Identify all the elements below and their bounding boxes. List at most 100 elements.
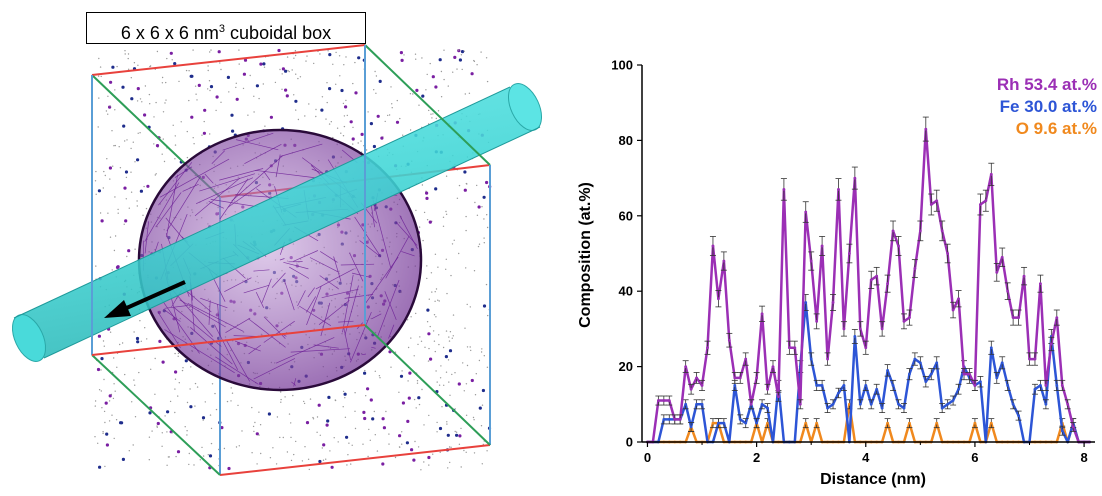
atom-dot — [415, 59, 416, 60]
atom-dot — [99, 389, 100, 390]
atom-dot — [260, 453, 261, 454]
atom-dot — [315, 116, 316, 117]
atom-dot — [476, 373, 477, 374]
atom-dot — [230, 114, 233, 117]
atom-dot — [385, 411, 386, 412]
atom-dot — [189, 453, 190, 454]
atom-dot — [126, 177, 127, 178]
atom-dot — [209, 80, 210, 81]
atom-dot — [95, 265, 96, 266]
atom-dot — [162, 77, 163, 78]
atom-dot — [344, 393, 347, 396]
atom-dot — [116, 66, 117, 67]
atom-dot — [128, 53, 129, 54]
atom-dot — [215, 110, 216, 111]
atom-dot — [347, 115, 348, 116]
atom-dot — [418, 105, 419, 106]
data-point — [1072, 426, 1075, 429]
atom-dot — [373, 89, 374, 90]
atom-dot — [487, 227, 488, 228]
atom-dot — [111, 130, 112, 131]
data-point — [755, 422, 758, 425]
atom-dot — [235, 87, 236, 88]
atom-dot — [143, 186, 144, 187]
data-point — [870, 403, 873, 406]
atom-dot — [465, 267, 466, 268]
atom-dot — [236, 446, 237, 447]
atom-dot — [465, 230, 466, 231]
atom-dot — [364, 370, 365, 371]
atom-dot — [381, 462, 384, 465]
atom-dot — [259, 63, 262, 66]
data-point — [777, 395, 780, 398]
atom-dot — [166, 465, 167, 466]
data-point — [684, 365, 687, 368]
y-tick-label: 80 — [619, 133, 633, 148]
atom-dot — [460, 428, 461, 429]
atom-dot — [397, 100, 398, 101]
data-point — [1034, 388, 1037, 391]
atom-dot — [309, 469, 310, 470]
atom-dot — [177, 395, 178, 396]
atom-dot — [363, 417, 366, 420]
atom-dot — [119, 344, 120, 345]
atom-dot — [354, 392, 355, 393]
atom-dot — [344, 397, 345, 398]
atom-dot — [102, 431, 103, 432]
atom-dot — [141, 341, 142, 342]
atom-dot — [122, 342, 123, 343]
atom-dot — [443, 79, 444, 80]
atom-dot — [100, 66, 101, 67]
data-point — [717, 297, 720, 300]
atom-dot — [362, 444, 363, 445]
atom-dot — [474, 452, 475, 453]
data-point — [908, 316, 911, 319]
atom-dot — [282, 67, 285, 70]
atom-dot — [188, 464, 189, 465]
atom-dot — [103, 379, 104, 380]
atom-dot — [446, 293, 447, 294]
data-point — [930, 373, 933, 376]
atom-dot — [350, 120, 353, 123]
atom-dot — [443, 385, 444, 386]
atom-dot — [455, 431, 456, 432]
atom-dot — [100, 212, 101, 213]
atom-dot — [395, 457, 396, 458]
atom-dot — [461, 54, 462, 55]
atom-dot — [284, 396, 285, 397]
atom-dot — [210, 49, 211, 50]
atom-dot — [131, 401, 132, 402]
atom-dot — [304, 115, 305, 116]
data-point — [695, 403, 698, 406]
data-point — [1028, 358, 1031, 361]
atom-dot — [110, 105, 111, 106]
atom-dot — [440, 365, 441, 366]
atom-dot — [156, 173, 157, 174]
data-point — [864, 384, 867, 387]
atom-dot — [300, 76, 301, 77]
atom-dot — [365, 395, 366, 396]
atom-dot — [319, 53, 320, 54]
atom-dot — [338, 441, 339, 442]
atom-dot — [487, 315, 488, 316]
atom-dot — [481, 425, 482, 426]
atom-dot — [158, 340, 161, 343]
atom-dot — [476, 64, 477, 65]
atom-dot — [216, 95, 219, 98]
atom-dot — [205, 401, 206, 402]
atom-dot — [126, 256, 127, 257]
atom-dot — [361, 133, 364, 136]
atom-dot — [446, 214, 447, 215]
atom-dot — [97, 443, 98, 444]
atom-dot — [302, 460, 303, 461]
atom-dot — [423, 424, 424, 425]
atom-dot — [149, 103, 150, 104]
atom-dot — [368, 429, 369, 430]
data-point — [990, 173, 993, 176]
atom-dot — [136, 337, 139, 340]
atom-dot — [150, 369, 151, 370]
atom-dot — [427, 332, 430, 335]
atom-dot — [479, 244, 480, 245]
atom-dot — [420, 469, 421, 470]
